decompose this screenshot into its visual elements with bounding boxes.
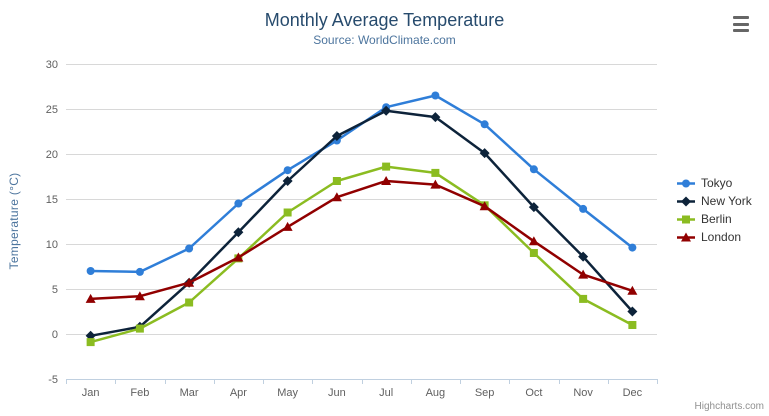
data-point-berlin[interactable] — [382, 162, 391, 171]
x-axis-tick-label: Sep — [475, 387, 495, 399]
series-line-tokyo — [89, 94, 634, 274]
data-point-tokyo[interactable] — [185, 244, 194, 253]
y-axis-tick-label: 15 — [46, 194, 58, 206]
hamburger-menu-icon — [733, 29, 749, 32]
data-point-london[interactable] — [134, 291, 145, 301]
x-axis-tick-label: Dec — [623, 387, 643, 399]
legend-label: Tokyo — [701, 176, 733, 190]
x-axis-tick-label: Mar — [180, 387, 199, 399]
data-point-new-york[interactable] — [430, 112, 441, 123]
data-point-new-york[interactable] — [282, 176, 293, 186]
data-point-london[interactable] — [381, 176, 392, 185]
legend-marker-berlin[interactable] — [682, 215, 690, 224]
legend-item-berlin[interactable]: Berlin — [676, 212, 752, 226]
x-axis-tick-label: Oct — [525, 387, 542, 399]
legend-symbol-tokyo — [677, 179, 695, 188]
legend-item-tokyo[interactable]: Tokyo — [676, 176, 752, 190]
data-point-london[interactable] — [430, 179, 441, 189]
x-axis-tick-label: Aug — [426, 387, 446, 399]
legend-label: Berlin — [701, 212, 732, 226]
x-axis-tick-label: Apr — [230, 387, 247, 399]
x-axis-tick-label: Jun — [328, 387, 346, 399]
data-point-tokyo[interactable] — [480, 120, 489, 129]
series-london — [85, 176, 638, 303]
data-point-tokyo[interactable] — [529, 165, 538, 174]
legend-item-new-york[interactable]: New York — [676, 194, 752, 208]
data-point-tokyo[interactable] — [234, 199, 243, 208]
y-axis-tick-label: -5 — [48, 374, 58, 386]
data-point-tokyo[interactable] — [628, 243, 637, 252]
x-axis-tick-label: Jul — [379, 387, 393, 399]
hamburger-menu-icon — [733, 16, 749, 19]
y-axis-tick-label: 20 — [46, 149, 58, 161]
data-point-berlin[interactable] — [86, 338, 95, 347]
data-point-new-york[interactable] — [627, 306, 638, 317]
series-line-berlin — [89, 165, 634, 344]
data-point-berlin[interactable] — [185, 298, 194, 307]
legend-symbol-berlin — [677, 215, 695, 224]
context-menu-button[interactable] — [729, 13, 753, 35]
data-point-berlin[interactable] — [135, 324, 144, 333]
chart-subtitle: Source: WorldClimate.com — [313, 33, 456, 47]
data-point-new-york[interactable] — [528, 202, 539, 213]
data-point-new-york[interactable] — [331, 131, 342, 141]
chart-title: Monthly Average Temperature — [264, 10, 505, 30]
y-axis-tick-label: 10 — [46, 239, 58, 251]
y-axis-tick-label: 5 — [52, 284, 58, 296]
data-point-berlin[interactable] — [579, 294, 588, 303]
hamburger-menu-icon — [733, 22, 749, 26]
data-point-london[interactable] — [528, 236, 539, 246]
x-axis-tick-label: Feb — [130, 387, 149, 399]
data-point-tokyo[interactable] — [86, 267, 95, 275]
legend-item-london[interactable]: London — [676, 230, 752, 244]
data-point-new-york[interactable] — [233, 227, 244, 238]
data-point-london[interactable] — [282, 221, 293, 231]
data-point-new-york[interactable] — [479, 148, 490, 159]
data-point-berlin[interactable] — [529, 249, 538, 257]
data-point-london[interactable] — [479, 201, 490, 211]
legend-symbol-new-york — [677, 196, 695, 207]
data-point-tokyo[interactable] — [283, 166, 292, 175]
data-point-tokyo[interactable] — [579, 204, 588, 213]
legend-marker-new-york[interactable] — [681, 196, 691, 207]
legend-symbol-london — [677, 232, 695, 242]
data-point-berlin[interactable] — [332, 177, 341, 185]
data-point-new-york[interactable] — [578, 251, 589, 262]
x-axis-tick-label: Nov — [573, 387, 593, 399]
series-new-york — [85, 105, 638, 341]
data-point-london[interactable] — [578, 269, 589, 279]
data-point-london[interactable] — [331, 192, 342, 202]
x-axis-tick-label: Jan — [82, 387, 100, 399]
legend-marker-tokyo[interactable] — [682, 179, 690, 188]
data-point-london[interactable] — [184, 277, 195, 287]
data-point-new-york[interactable] — [381, 105, 392, 116]
y-axis-tick-label: 25 — [46, 104, 58, 116]
legend-label: London — [701, 230, 742, 244]
legend: Tokyo New York Berlin London — [676, 176, 752, 244]
data-point-tokyo[interactable] — [431, 91, 440, 100]
data-point-london[interactable] — [233, 252, 244, 262]
data-point-berlin[interactable] — [431, 168, 440, 177]
series-tokyo — [86, 91, 637, 276]
legend-label: New York — [701, 194, 752, 208]
series-line-new-york — [89, 109, 634, 338]
series-line-london — [89, 179, 634, 301]
data-point-london[interactable] — [627, 285, 638, 295]
highcharts-credit-link[interactable]: Highcharts.com — [694, 401, 764, 412]
y-axis-title: Temperature (°C) — [7, 172, 21, 270]
data-point-berlin[interactable] — [628, 321, 637, 329]
data-point-london[interactable] — [85, 293, 96, 303]
y-axis-tick-label: 0 — [52, 329, 58, 341]
data-point-tokyo[interactable] — [135, 267, 144, 276]
y-axis-tick-label: 30 — [46, 59, 58, 71]
data-point-berlin[interactable] — [283, 208, 292, 217]
legend-marker-london[interactable] — [681, 232, 691, 242]
x-axis-tick-label: May — [277, 387, 298, 399]
